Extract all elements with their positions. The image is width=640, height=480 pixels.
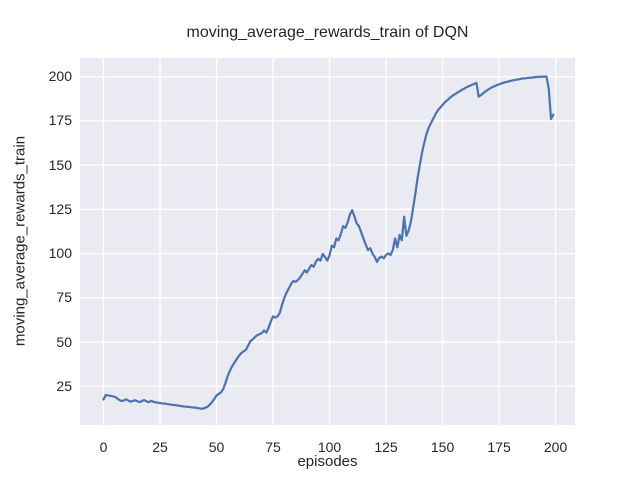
x-tick-label: 25 [152,439,168,455]
line-chart [80,58,575,425]
y-tick-label: 200 [48,68,72,85]
y-tick-label: 25 [56,377,72,394]
y-tick-label: 150 [48,156,72,173]
x-tick-label: 175 [487,439,511,455]
gridlines [80,58,575,425]
y-tick-label: 50 [56,333,72,350]
x-tick-label: 100 [317,439,342,455]
dqn-line-series [102,75,555,410]
x-tick-label: 50 [208,439,225,455]
x-tick-label: 150 [430,439,455,455]
x-axis-label: episodes [297,453,358,470]
x-tick-label: 125 [374,439,398,455]
chart-title: moving_average_rewards_train of DQN [186,24,469,41]
axes-background [80,58,575,425]
x-tick-label: 0 [99,439,108,455]
y-tick-label: 125 [48,200,72,217]
plot-area [80,58,575,425]
y-tick-label: 75 [56,289,72,306]
x-tick-label: 75 [265,439,281,455]
y-tick-label: 175 [48,112,72,129]
y-tick-label: 100 [48,245,72,262]
x-tick-label: 200 [543,439,568,455]
